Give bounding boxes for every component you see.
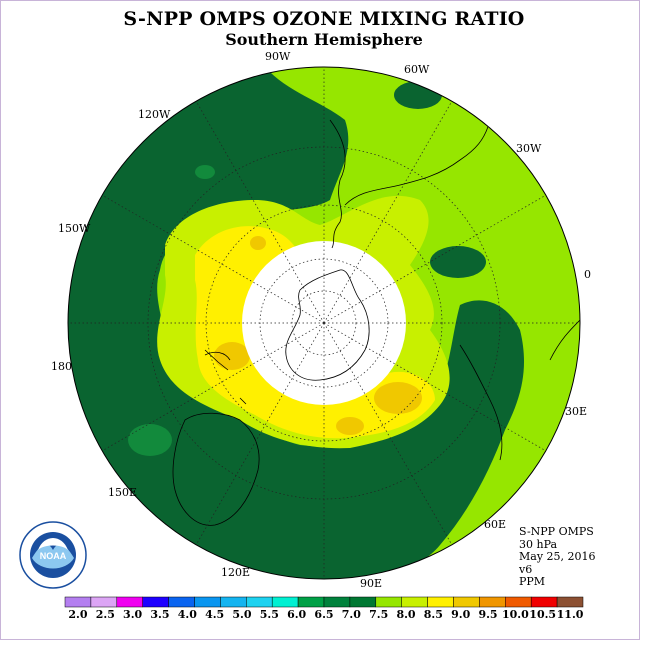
lon-label-180: 180 (51, 360, 72, 373)
colorbar-swatch (90, 596, 118, 608)
colorbar-swatch (64, 596, 92, 608)
new-zealand-coastline (204, 349, 247, 405)
field-orange-patch (214, 342, 250, 370)
colorbar-tick-label: 9.0 (451, 608, 470, 621)
image-frame (0, 0, 640, 640)
colorbar-tick-label: 7.0 (342, 608, 361, 621)
colorbar-swatch (530, 596, 558, 608)
field-dark-green-west (68, 67, 525, 579)
field-green-patch (128, 424, 172, 456)
lon-label-60e: 60E (484, 518, 507, 531)
colorbar-tick-label: 10.0 (502, 608, 529, 621)
colorbar-swatch (168, 596, 195, 608)
info-instrument: S-NPP OMPS (519, 525, 594, 538)
colorbar-swatch (323, 596, 351, 608)
antarctica-coastline (285, 269, 370, 381)
colorbar-swatch (427, 596, 454, 608)
lon-label-120w: 120W (138, 108, 171, 121)
africa-coastline (459, 319, 580, 461)
colorbar-swatch (479, 596, 506, 608)
logo-text: NOAA (40, 551, 67, 561)
colorbar-tick-label: 3.0 (123, 608, 142, 621)
colorbar-swatch (194, 596, 221, 608)
info-date: May 25, 2016 (519, 550, 596, 563)
map-title: S-NPP OMPS OZONE MIXING RATIO (123, 8, 525, 30)
info-version: v6 (519, 562, 533, 576)
colorbar-swatch (246, 596, 273, 608)
graticule (68, 67, 580, 579)
colorbar-swatch (271, 596, 299, 608)
lon-label-120e: 120E (221, 566, 251, 579)
field-green-patch (195, 165, 215, 179)
map-boundary (67, 66, 581, 580)
info-units: PPM (519, 575, 546, 588)
colorbar-tick-label: 4.0 (178, 608, 197, 621)
colorbar-swatch (142, 596, 169, 608)
lon-label-150e: 150E (108, 486, 138, 499)
colorbar-tick-label: 6.0 (287, 608, 306, 621)
colorbar-swatch (116, 596, 143, 608)
colorbar-swatch (505, 596, 532, 608)
colorbar-swatch (556, 596, 584, 608)
colorbar-tick-label: 6.5 (314, 608, 333, 621)
colorbar-tick-label: 2.0 (68, 608, 87, 621)
lon-label-0: 0 (584, 268, 591, 281)
colorbar-swatch (297, 596, 325, 608)
field-dark-green-patch (430, 246, 486, 278)
colorbar-tick-label: 5.0 (232, 608, 251, 621)
colorbar-tick-label: 5.5 (260, 608, 279, 621)
colorbar-swatch (401, 596, 428, 608)
field-orange-patch (336, 417, 364, 435)
info-level: 30 hPa (519, 537, 558, 551)
colorbar-tick-label: 7.5 (369, 608, 388, 621)
colorbar-tick-label: 8.5 (424, 608, 443, 621)
colorbar-swatch (375, 596, 402, 608)
colorbar-swatch (349, 596, 377, 608)
lon-label-30e: 30E (565, 405, 588, 418)
colorbar-swatch (220, 596, 247, 608)
colorbar-tick-label: 8.0 (396, 608, 415, 621)
info-block: S-NPP OMPS 30 hPa May 25, 2016 v6 PPM (519, 525, 596, 589)
lon-label-30w: 30W (516, 142, 542, 155)
map-subtitle: Southern Hemisphere (225, 30, 423, 49)
colorbar-tick-label: 10.5 (529, 608, 556, 621)
lon-label-90e: 90E (360, 577, 383, 590)
colorbar-swatch (453, 596, 480, 608)
colorbar-tick-label: 9.5 (478, 608, 497, 621)
lon-label-150w: 150W (58, 222, 91, 235)
lon-label-60w: 60W (404, 63, 430, 76)
lon-label-90w: 90W (265, 50, 291, 63)
colorbar-tick-label: 4.5 (205, 608, 224, 621)
field-orange-patch (250, 236, 266, 250)
noaa-logo: NOAA (19, 521, 87, 589)
colorbar-tick-label: 2.5 (96, 608, 115, 621)
colorbar-tick-label: 3.5 (150, 608, 169, 621)
australia-coastline (172, 351, 260, 526)
colorbar-tick-label: 11.0 (557, 608, 584, 621)
field-orange-patch (374, 382, 422, 414)
